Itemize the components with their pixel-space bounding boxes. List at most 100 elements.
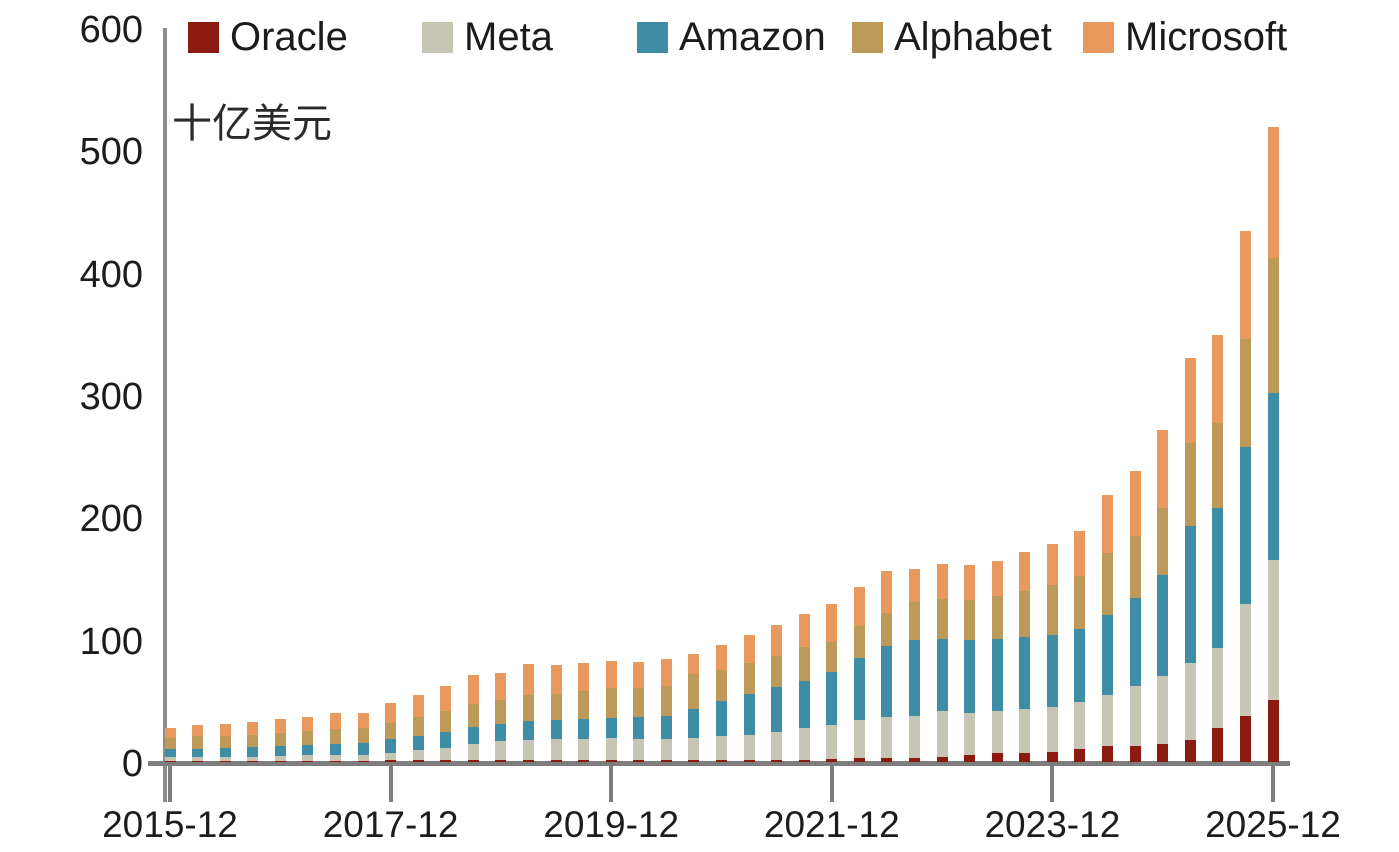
x-tick-label-2025-12: 2025-12: [1205, 804, 1341, 845]
bar-2025-09: [1239, 231, 1251, 762]
x-tick-2015-12: [168, 764, 172, 802]
segment-meta-2016-03: [192, 757, 204, 761]
segment-amazon-2024-09: [1129, 598, 1141, 686]
segment-microsoft-2019-03: [522, 664, 534, 695]
segment-oracle-2021-03: [743, 760, 755, 762]
bar-2021-12: [826, 603, 838, 762]
segment-amazon-2016-12: [274, 746, 286, 756]
segment-alphabet-2018-09: [467, 704, 479, 728]
segment-alphabet-2022-06: [881, 613, 893, 646]
segment-oracle-2025-12: [1267, 699, 1279, 762]
segment-amazon-2017-09: [357, 743, 369, 755]
segment-meta-2017-06: [329, 754, 341, 761]
bar-2022-09: [909, 568, 921, 762]
bar-2019-06: [550, 665, 562, 762]
bar-2020-03: [633, 661, 645, 762]
segment-alphabet-2023-09: [1019, 590, 1031, 638]
bar-2021-06: [771, 625, 783, 762]
segment-meta-2024-09: [1129, 685, 1141, 747]
segment-oracle-2017-12: [385, 760, 397, 762]
segment-amazon-2022-09: [909, 640, 921, 716]
legend: Oracle Meta Amazon Alphabet Microsoft: [0, 0, 1399, 70]
segment-alphabet-2020-09: [688, 673, 700, 709]
bar-2025-06: [1212, 335, 1224, 762]
segment-microsoft-2021-06: [771, 625, 783, 657]
segment-meta-2025-03: [1184, 662, 1196, 740]
segment-microsoft-2021-12: [826, 603, 838, 642]
legend-label-meta: Meta: [464, 15, 553, 59]
segment-alphabet-2018-12: [495, 700, 507, 724]
segment-amazon-2024-12: [1157, 575, 1169, 676]
segment-oracle-2025-03: [1184, 740, 1196, 762]
segment-meta-2022-03: [853, 719, 865, 759]
segment-microsoft-2025-12: [1267, 127, 1279, 258]
segment-oracle-2025-09: [1239, 715, 1251, 762]
bar-2023-06: [991, 561, 1003, 762]
bar-2021-03: [743, 634, 755, 762]
segment-oracle-2022-09: [909, 757, 921, 762]
segment-alphabet-2022-09: [909, 602, 921, 641]
segment-amazon-2019-09: [578, 719, 590, 739]
segment-microsoft-2017-09: [357, 712, 369, 729]
segment-microsoft-2020-12: [716, 644, 727, 671]
segment-oracle-2023-06: [991, 753, 1003, 762]
segment-meta-2024-03: [1074, 702, 1086, 749]
segment-alphabet-2019-06: [550, 693, 562, 720]
segment-oracle-2016-12: [274, 760, 286, 762]
y-tick-label-0: 0: [121, 743, 143, 785]
segment-alphabet-2023-03: [964, 599, 976, 641]
segment-meta-2017-03: [302, 755, 314, 761]
bar-2018-12: [495, 672, 507, 762]
segment-microsoft-2020-09: [688, 654, 700, 674]
segment-alphabet-2023-06: [991, 596, 1003, 640]
y-tick-label-600: 600: [79, 9, 143, 51]
segment-alphabet-2016-12: [274, 733, 286, 747]
segment-alphabet-2024-03: [1074, 576, 1086, 629]
segment-meta-2023-12: [1046, 706, 1058, 752]
bar-2022-06: [881, 571, 893, 762]
segment-meta-2022-06: [881, 716, 893, 759]
y-tick-label-400: 400: [79, 253, 143, 296]
segment-meta-2021-12: [826, 725, 838, 759]
segment-meta-2020-09: [688, 738, 700, 761]
segment-alphabet-2021-03: [743, 662, 755, 695]
bar-2017-06: [329, 713, 341, 762]
y-tick-label-100: 100: [79, 620, 143, 663]
segment-oracle-2016-09: [247, 760, 259, 762]
segment-meta-2018-03: [412, 750, 424, 761]
segment-meta-2025-12: [1267, 560, 1279, 700]
y-axis-unit-label: 十亿美元: [172, 102, 332, 146]
segment-microsoft-2024-09: [1129, 470, 1141, 536]
segment-amazon-2022-03: [853, 658, 865, 720]
bar-2022-12: [936, 563, 948, 762]
segment-amazon-2018-12: [495, 723, 507, 742]
segment-amazon-2025-12: [1267, 392, 1279, 561]
legend-swatch-microsoft: [1083, 21, 1114, 53]
segment-microsoft-2022-06: [881, 571, 893, 614]
segment-oracle-2015-12: [164, 760, 176, 762]
segment-amazon-2018-03: [412, 735, 424, 751]
legend-label-amazon: Amazon: [679, 15, 826, 59]
x-tick-2017-12: [388, 764, 393, 802]
segment-alphabet-2025-12: [1267, 257, 1279, 393]
segment-amazon-2023-03: [964, 640, 976, 713]
bar-2024-12: [1157, 430, 1169, 762]
segment-amazon-2020-03: [633, 717, 645, 739]
segment-oracle-2023-12: [1046, 751, 1058, 762]
bar-2019-03: [522, 664, 534, 762]
x-tick-2021-12: [829, 764, 834, 802]
segment-alphabet-2024-12: [1157, 508, 1169, 576]
x-tick-2019-12: [609, 764, 614, 802]
segment-alphabet-2023-12: [1046, 584, 1058, 636]
segment-meta-2016-09: [247, 756, 259, 761]
legend-swatch-oracle: [188, 21, 219, 53]
segment-oracle-2017-06: [329, 760, 341, 762]
x-tick-2023-12: [1050, 764, 1055, 802]
segment-alphabet-2024-09: [1129, 535, 1141, 599]
segment-alphabet-2025-09: [1239, 339, 1251, 448]
legend-swatch-meta: [422, 21, 453, 53]
segment-meta-2017-12: [385, 752, 397, 761]
legend-label-alphabet: Alphabet: [894, 15, 1052, 59]
bar-2017-09: [357, 712, 369, 762]
